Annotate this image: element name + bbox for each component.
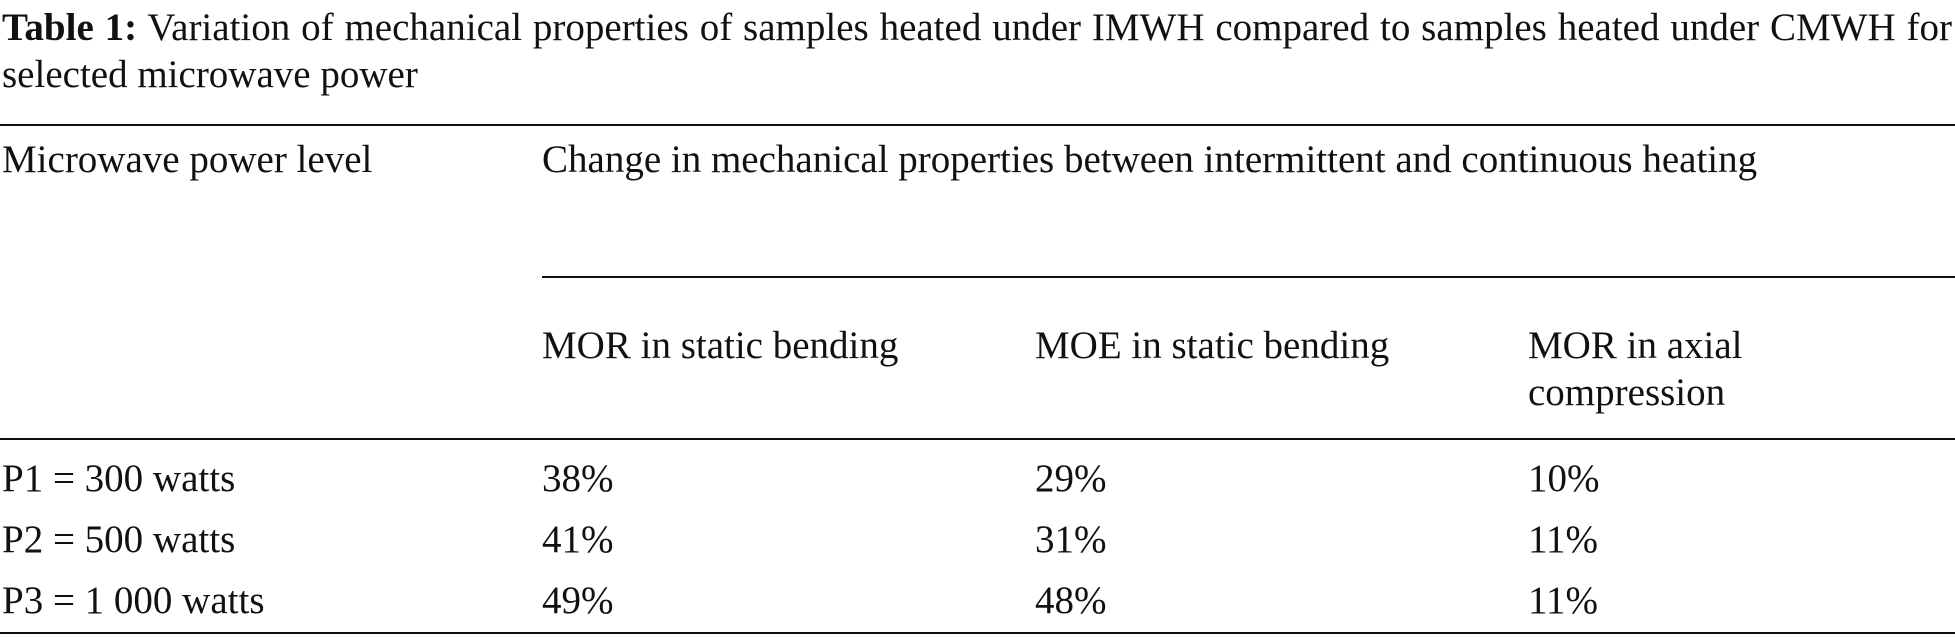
row-label: P3 = 1 000 watts	[2, 579, 265, 622]
cell: 41%	[542, 518, 614, 561]
top-rule	[0, 124, 1955, 126]
row-label: P1 = 300 watts	[2, 457, 236, 500]
cell: 48%	[1035, 579, 1107, 622]
cell: 49%	[542, 579, 614, 622]
caption: Table 1: Variation of mechanical propert…	[2, 4, 1952, 98]
cell: 31%	[1035, 518, 1107, 561]
span-rule	[542, 276, 1955, 278]
cell: 38%	[542, 457, 614, 500]
row-header: Microwave power level	[2, 138, 373, 181]
row-label: P2 = 500 watts	[2, 518, 236, 561]
column-header: MOR in axial compression	[1528, 324, 1743, 414]
bottom-rule	[0, 632, 1955, 634]
header-rule	[0, 438, 1955, 440]
cell: 11%	[1528, 518, 1599, 561]
cell: 29%	[1035, 457, 1107, 500]
column-header: MOR in static bending	[542, 324, 899, 367]
cell: 11%	[1528, 579, 1599, 622]
caption-text: Variation of mechanical properties of sa…	[2, 6, 1952, 96]
span-header: Change in mechanical properties between …	[542, 138, 1758, 181]
column-header: MOE in static bending	[1035, 324, 1390, 367]
caption-label: Table 1:	[2, 6, 138, 49]
cell: 10%	[1528, 457, 1600, 500]
